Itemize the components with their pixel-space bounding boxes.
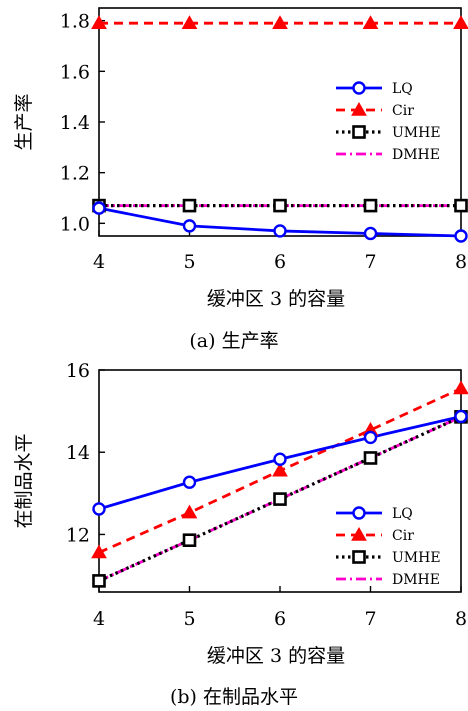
data-point-cir <box>453 15 468 29</box>
data-point-umhe <box>182 533 197 548</box>
legend-marker-cir <box>351 101 367 116</box>
data-point-lq <box>273 224 287 238</box>
figure-caption: (a) 生产率 <box>189 330 278 352</box>
legend-label-dmhe: DMHE <box>392 147 440 163</box>
data-point-lq <box>454 229 468 243</box>
legend-label-cir: Cir <box>392 528 414 544</box>
data-point-cir <box>362 15 379 29</box>
y-tick-label: 1.2 <box>60 163 90 185</box>
legend-label-lq: LQ <box>392 81 413 97</box>
y-tick-label: 1.8 <box>60 11 90 33</box>
x-tick-label: 7 <box>364 251 376 273</box>
chart-productivity: 4 5 6 7 8 1.0 1.2 1.4 1.6 1.8 缓冲区 3 的容量 生产率 (a) 生产率 L… <box>13 7 468 352</box>
chart-wip-level: 4 5 6 7 8 12 14 16 缓冲区 3 的容量 在制品水平 (b) 在制品水平 LQ Cir U… <box>13 360 468 708</box>
data-point-cir <box>453 380 468 395</box>
x-tick-label: 8 <box>455 251 467 273</box>
x-axis-title: 缓冲区 3 的容量 <box>207 288 345 310</box>
y-tick-label: 16 <box>66 360 90 382</box>
data-point-umhe <box>363 198 378 213</box>
legend-marker-umhe <box>352 550 366 564</box>
x-tick-label: 7 <box>364 608 376 630</box>
x-tick-label: 5 <box>183 608 195 630</box>
x-tick-label: 6 <box>274 251 286 273</box>
data-point-umhe <box>182 198 197 213</box>
y-tick-label: 1.4 <box>60 112 90 134</box>
data-point-cir <box>91 15 107 29</box>
data-point-umhe <box>92 574 106 588</box>
y-tick-label: 1.6 <box>60 61 90 83</box>
y-axis-title: 生产率 <box>13 93 35 150</box>
legend-label-umhe: UMHE <box>392 550 441 566</box>
legend-marker-umhe <box>352 125 366 139</box>
data-point-cir <box>272 15 288 29</box>
data-point-lq <box>363 226 378 241</box>
x-tick-label: 5 <box>183 251 195 273</box>
data-point-cir <box>272 462 288 477</box>
data-point-lq <box>273 452 287 466</box>
data-point-lq <box>182 219 197 233</box>
x-axis-title: 缓冲区 3 的容量 <box>207 645 345 667</box>
data-point-cir <box>181 15 198 29</box>
data-point-lq <box>92 201 106 215</box>
legend-marker-lq <box>352 506 366 520</box>
legend-label-lq: LQ <box>392 506 413 522</box>
x-tick-label: 4 <box>93 608 105 630</box>
legend-label-dmhe: DMHE <box>392 572 440 588</box>
legend-marker-cir <box>351 526 367 541</box>
figure-caption: (b) 在制品水平 <box>170 686 298 708</box>
data-point-umhe <box>273 198 287 213</box>
y-axis-title: 在制品水平 <box>13 433 35 528</box>
x-tick-label: 6 <box>274 608 286 630</box>
x-tick-label: 8 <box>455 608 467 630</box>
legend-marker-lq <box>352 81 366 95</box>
data-point-cir <box>181 504 198 519</box>
data-point-lq <box>363 430 378 445</box>
y-tick-label: 12 <box>66 524 90 546</box>
data-point-umhe <box>454 198 468 213</box>
data-point-lq <box>92 502 106 516</box>
legend-label-umhe: UMHE <box>392 125 441 141</box>
data-point-umhe <box>273 492 287 506</box>
data-point-lq <box>454 409 468 424</box>
y-tick-label: 14 <box>66 442 90 464</box>
data-point-lq <box>182 475 197 489</box>
y-tick-label: 1.0 <box>60 213 90 235</box>
x-tick-label: 4 <box>93 251 105 273</box>
data-point-cir <box>91 544 107 559</box>
data-point-umhe <box>363 451 378 465</box>
legend-label-cir: Cir <box>392 103 414 119</box>
